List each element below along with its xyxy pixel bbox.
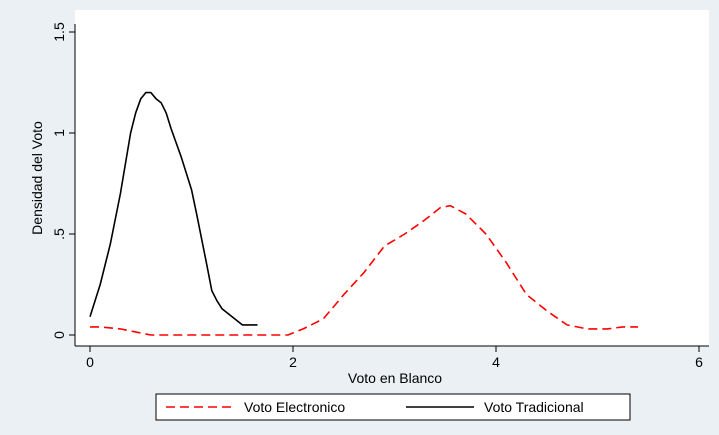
legend-label-electronico: Voto Electronico	[244, 399, 345, 415]
axes-layer: 0 2 4 6 0 .5 1 1.5	[51, 22, 709, 370]
y-tick-label: 1	[51, 129, 67, 137]
x-tick-label: 0	[86, 354, 94, 370]
series-line-tradicional	[89, 91, 258, 326]
series-line-electronico	[90, 204, 639, 336]
x-tick-label: 2	[289, 354, 297, 370]
x-axis-title: Voto en Blanco	[348, 370, 442, 386]
plot-area	[75, 10, 709, 346]
legend-box	[155, 393, 631, 421]
y-axis-title: Densidad del Voto	[29, 121, 45, 235]
x-tick-label: 4	[492, 354, 500, 370]
y-tick-label: 0	[51, 331, 67, 339]
series-layer	[89, 91, 639, 336]
x-tick-label: 6	[695, 354, 703, 370]
y-tick-label: 1.5	[51, 22, 67, 42]
y-tick-label: .5	[51, 228, 67, 240]
legend: Voto Electronico Voto Tradicional	[155, 393, 631, 421]
legend-label-tradicional: Voto Tradicional	[484, 399, 584, 415]
